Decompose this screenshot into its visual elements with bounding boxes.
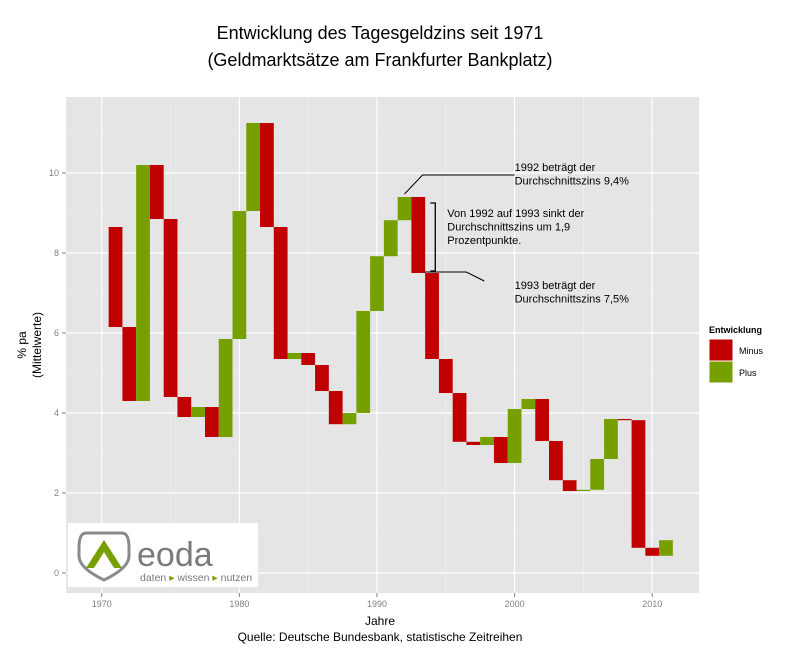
annotation-leader-1992 [404, 174, 515, 195]
logo-wordmark: eoda [137, 536, 213, 574]
bar-1983 [273, 227, 288, 359]
bar-1998 [480, 437, 494, 445]
bar-1972 [122, 327, 137, 401]
bar-2006 [590, 459, 605, 490]
annotation-2-line-2: Durchschnittszins um 1,9 [447, 222, 570, 234]
grid-major [66, 97, 699, 593]
bar-2002 [535, 399, 550, 441]
annotation-leader-1993 [424, 271, 485, 282]
chart-subtitle: (Geldmarktsätze am Frankfurter Bankplatz… [207, 50, 552, 70]
y-tick-label: 2 [54, 488, 59, 498]
svg-text:daten ▸ wissen ▸ nutzen: daten ▸ wissen ▸ nutzen [140, 572, 252, 584]
bar-1999 [493, 437, 508, 463]
bar-1990 [370, 256, 384, 311]
bar-1989 [356, 311, 371, 413]
bar-1971 [108, 227, 123, 327]
bar-1986 [315, 365, 329, 391]
annotation-texts: 1992 beträgt der Durchschnittszins 9,4% Vo… [447, 162, 629, 306]
bar-2004 [562, 480, 577, 491]
x-axis: 1970 1980 1990 2000 2010 [92, 593, 662, 609]
bar-1992 [397, 197, 412, 221]
annotation-1-line-1: 1992 beträgt der [515, 162, 596, 174]
legend-swatch-plus [708, 360, 734, 384]
y-tick-label: 6 [54, 328, 59, 338]
y-tick-label: 10 [49, 168, 59, 178]
annotation-2-line-1: Von 1992 auf 1993 sinkt der [447, 208, 584, 220]
bar-1980 [232, 211, 247, 339]
x-tick-label: 1970 [92, 599, 112, 609]
annotation-lines [404, 174, 515, 282]
bar-2008 [617, 419, 632, 421]
annotation-3-line-2: Durchschnittszins 7,5% [515, 294, 630, 306]
logo-tagline-wissen: wissen [176, 572, 209, 584]
y-axis: 0 2 4 6 8 10 [49, 168, 66, 578]
bar-1993 [411, 197, 426, 273]
bar-1978 [204, 407, 219, 437]
chart-title: Entwicklung des Tagesgeldzins seit 1971 [217, 23, 544, 43]
legend: Entwicklung Minus Plus [708, 325, 764, 384]
bar-1997 [466, 441, 481, 445]
bar-1985 [301, 353, 316, 365]
x-tick-label: 2010 [642, 599, 662, 609]
y-tick-label: 4 [54, 408, 59, 418]
bar-2001 [521, 399, 536, 409]
logo-tagline-nutzen: nutzen [221, 572, 253, 584]
bar-1988 [342, 413, 357, 425]
x-tick-label: 1980 [229, 599, 249, 609]
x-tick-label: 2000 [505, 599, 525, 609]
annotation-bracket [430, 202, 436, 272]
bar-1981 [246, 123, 261, 211]
bar-1977 [191, 407, 205, 417]
bar-2011 [659, 540, 673, 556]
bar-1976 [177, 397, 192, 417]
bar-1979 [218, 339, 233, 437]
annotation-3-line-1: 1993 beträgt der [515, 280, 596, 292]
bar-1974 [149, 165, 164, 219]
bar-2007 [604, 419, 618, 459]
bar-2005 [576, 489, 591, 491]
legend-title: Entwicklung [709, 325, 762, 335]
bar-2003 [549, 441, 563, 481]
source-note: Quelle: Deutsche Bundesbank, statistisch… [238, 630, 523, 644]
y-tick-label: 0 [54, 568, 59, 578]
bar-1995 [438, 359, 453, 393]
x-axis-label: Jahre [365, 614, 395, 628]
bar-1994 [425, 273, 439, 359]
bar-1991 [383, 220, 398, 257]
logo-tagline-daten: daten [140, 572, 166, 584]
bar-2000 [507, 409, 522, 463]
bar-1975 [163, 219, 178, 397]
bar-1996 [452, 393, 467, 442]
x-tick-label: 1990 [367, 599, 387, 609]
bar-1987 [328, 391, 343, 425]
y-tick-label: 8 [54, 248, 59, 258]
bar-1973 [136, 165, 150, 401]
legend-label-plus: Plus [739, 368, 757, 378]
bar-1982 [260, 123, 274, 227]
bars [108, 123, 673, 556]
legend-swatch-minus [708, 338, 734, 362]
legend-label-minus: Minus [739, 346, 764, 356]
annotation-1-line-2: Durchschnittszins 9,4% [515, 176, 630, 188]
y-axis-label: % pa [15, 331, 29, 359]
y-axis-label-sub: (Mittelwerte) [30, 312, 44, 378]
bar-1984 [287, 353, 302, 359]
annotation-2-line-3: Prozentpunkte. [447, 235, 521, 247]
bar-2010 [645, 547, 660, 556]
bar-2009 [631, 420, 646, 548]
eoda-logo: eoda daten ▸ wissen ▸ nutzen [68, 523, 258, 587]
logo-shield-icon [77, 531, 131, 582]
